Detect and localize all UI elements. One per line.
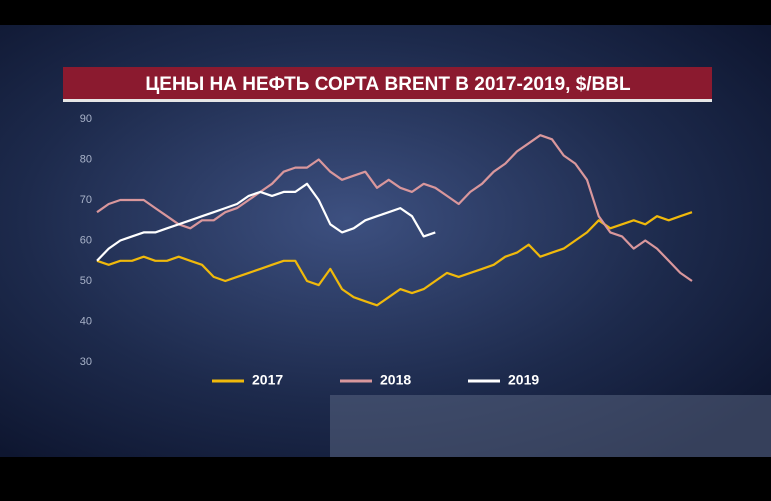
chart-title: ЦЕНЫ НА НЕФТЬ СОРТА BRENT В 2017-2019, $…	[145, 74, 631, 95]
legend-label: 2019	[508, 372, 539, 388]
decor	[330, 395, 771, 457]
series-line	[96, 134, 693, 282]
legend-label: 2018	[380, 372, 411, 388]
title-underline	[63, 99, 712, 102]
y-tick-label: 60	[80, 234, 92, 246]
y-tick-label: 50	[80, 275, 92, 287]
legend-label: 2017	[252, 372, 283, 388]
y-tick-label: 30	[80, 356, 92, 368]
series-line	[96, 211, 693, 307]
y-tick-label: 70	[80, 194, 92, 206]
y-tick-label: 90	[80, 113, 92, 125]
title-banner	[63, 67, 712, 101]
y-tick-label: 80	[80, 153, 92, 165]
y-tick-label: 40	[80, 315, 92, 327]
series-line	[96, 182, 436, 262]
